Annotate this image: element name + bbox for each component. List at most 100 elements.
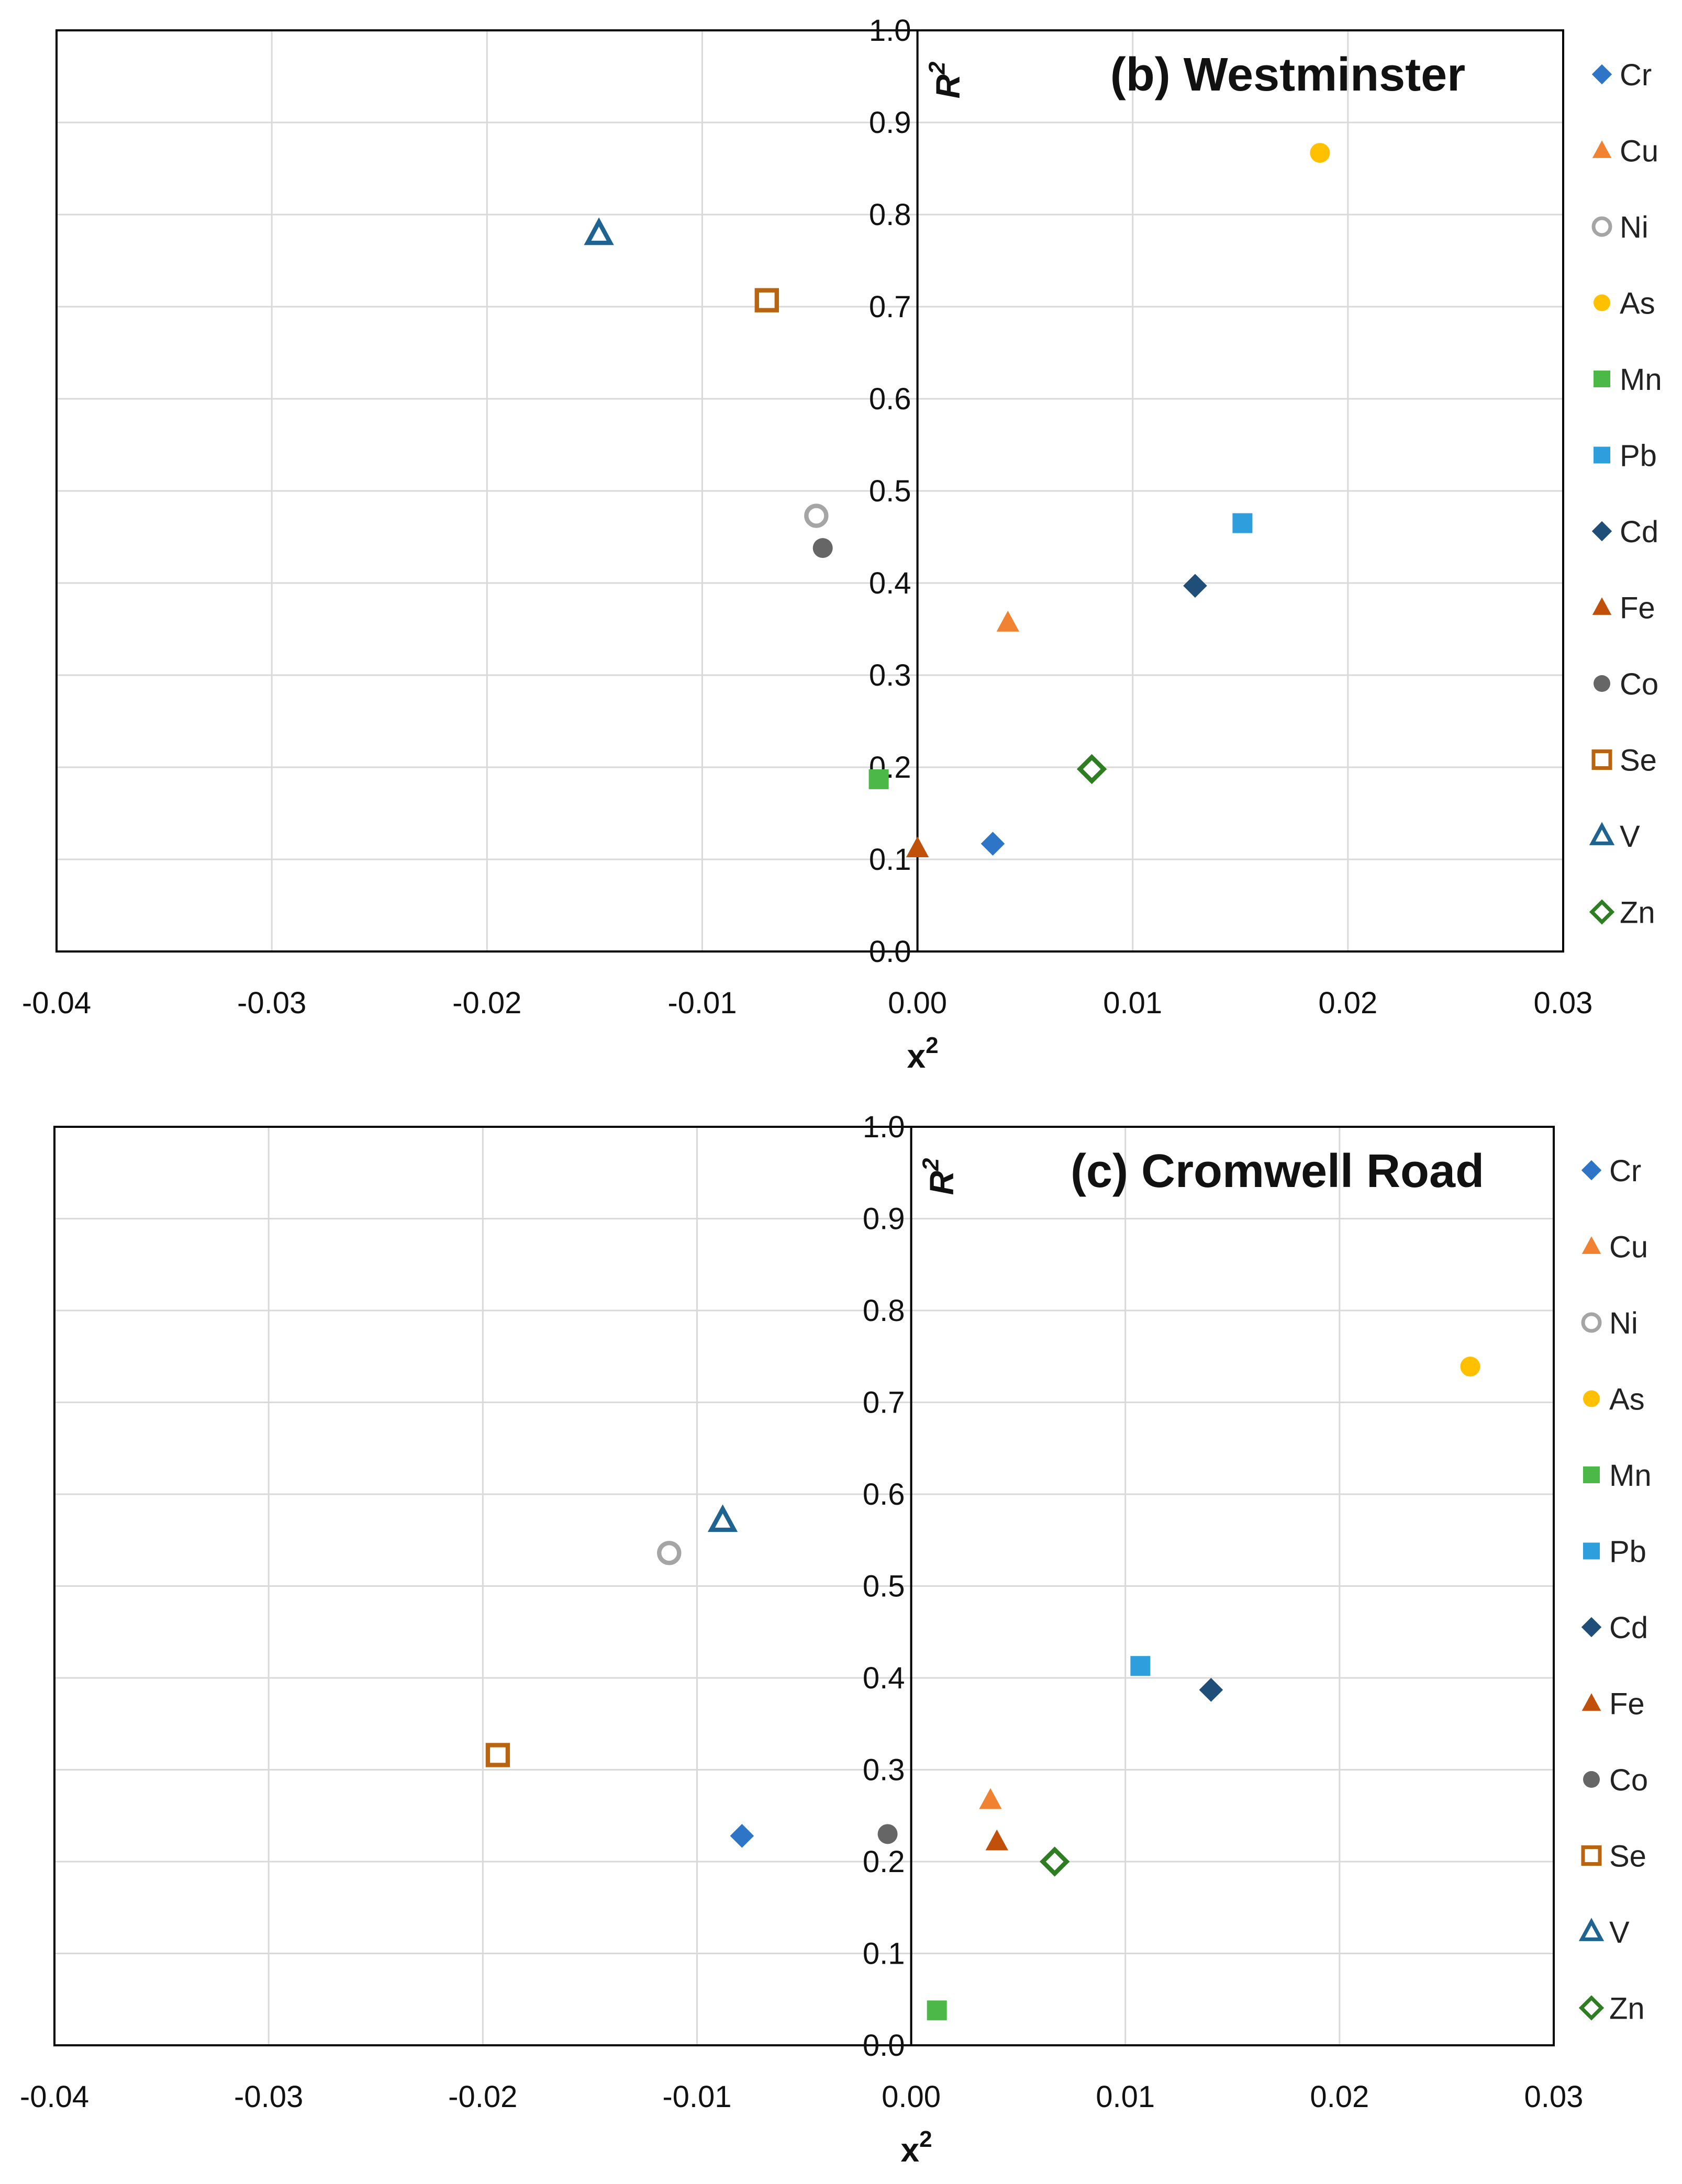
data-point-co [812, 538, 833, 558]
legend-label: As [1620, 287, 1655, 321]
y-tick-label: 1.0 [863, 1110, 905, 1144]
legend-marker-cr [1581, 1160, 1602, 1181]
y-tick-label: 0.5 [869, 474, 911, 508]
data-point-cr [730, 1824, 754, 1848]
legend-marker-co [1594, 675, 1610, 692]
x-tick-label: 0.00 [888, 986, 947, 1020]
y-tick-label: 0.0 [863, 2029, 905, 2063]
legend-label: Fe [1609, 1687, 1645, 1721]
data-point-co [877, 1824, 898, 1844]
data-point-pb [1130, 1656, 1151, 1676]
legend-marker-zn [1578, 1995, 1605, 2021]
gridlines [55, 29, 1564, 953]
x-tick-label: -0.04 [20, 2080, 89, 2114]
legend-label: Ni [1609, 1306, 1638, 1340]
legend-marker-pb [1583, 1542, 1600, 1560]
legend-label: As [1609, 1383, 1645, 1417]
data-point-cr [981, 832, 1005, 856]
legend-marker-cd [1591, 521, 1612, 542]
data-point-as [1460, 1357, 1480, 1377]
y-axis-label: R2 [924, 61, 967, 98]
x-tick-label: -0.02 [448, 2080, 517, 2114]
legend-marker-pb [1594, 446, 1610, 464]
y-tick-label: 0.4 [869, 566, 911, 600]
y-tick-label: 0.6 [869, 382, 911, 416]
y-tick-label: 0.9 [863, 1202, 905, 1236]
legend-label: Cd [1609, 1611, 1648, 1645]
legend-marker-v [1578, 1918, 1605, 1941]
legend-marker-as [1594, 294, 1610, 311]
data-point-zn [1039, 1846, 1070, 1877]
legend-label: Cu [1620, 135, 1658, 169]
data-point-cd [1199, 1678, 1223, 1702]
y-tick-label: 0.3 [869, 658, 911, 692]
plot-area-border [55, 29, 1564, 953]
legend-label: Co [1620, 667, 1658, 701]
plot-area-border [53, 1126, 1555, 2046]
legend-marker-cu [1581, 1236, 1601, 1254]
data-point-se [485, 1743, 510, 1767]
chart-title: (c) Cromwell Road [1071, 1145, 1484, 1197]
legend-marker-fe [1581, 1693, 1601, 1711]
x-axis-label: x2 [907, 1033, 939, 1075]
data-points [485, 1357, 1480, 2021]
legend-label: Mn [1620, 363, 1662, 397]
y-tick-label: 0.8 [869, 198, 911, 232]
x-tick-label: 0.02 [1318, 986, 1377, 1020]
x-tick-label: 0.01 [1096, 2080, 1155, 2114]
scatter-chart-cromwell-road: -0.04 -0.03 -0.02 -0.01 0.00 0.01 0.02 0.03 0.0 0… [20, 1110, 1652, 2169]
chart-title: (b) Westminster [1110, 49, 1465, 101]
x-tick-label: -0.01 [662, 2080, 731, 2114]
y-tick-label: 0.6 [863, 1477, 905, 1511]
x-tick-label: -0.01 [667, 986, 737, 1020]
y-tick-label: 0.7 [863, 1386, 905, 1420]
gridlines [53, 1126, 1555, 2046]
x-tick-label: -0.04 [22, 986, 91, 1020]
legend-label: Cd [1620, 515, 1658, 549]
legend-marker-fe [1592, 597, 1612, 615]
legend-marker-mn [1583, 1466, 1600, 1483]
legend: Cr Cu Ni As Mn Pb Cd Fe Co Se V Zn [1578, 1154, 1652, 2026]
chart-panel-westminster: -0.04 -0.03 -0.02 -0.01 0.00 0.01 0.02 0.03 0.0 0… [0, 0, 1682, 1089]
data-point-ni [804, 503, 829, 528]
legend-marker-cu [1592, 140, 1612, 158]
x-tick-label: 0.02 [1310, 2080, 1369, 2114]
data-point-cu [996, 610, 1019, 632]
legend-label: Cr [1609, 1154, 1641, 1188]
data-point-mn [868, 769, 889, 789]
data-point-fe [906, 836, 929, 857]
data-point-fe [985, 1829, 1008, 1851]
y-tick-label: 0.3 [863, 1753, 905, 1787]
y-tick-label: 0.2 [863, 1845, 905, 1879]
data-points [584, 143, 1330, 857]
legend-marker-zn [1589, 899, 1615, 925]
x-tick-label: 0.00 [882, 2080, 941, 2114]
legend-marker-ni [1581, 1312, 1602, 1333]
legend-label: Se [1620, 744, 1657, 778]
data-point-ni [657, 1541, 682, 1565]
y-tick-label: 0.0 [869, 935, 911, 969]
y-tick-label: 0.5 [863, 1570, 905, 1604]
legend-marker-cr [1591, 64, 1612, 85]
legend-label: Mn [1609, 1459, 1652, 1493]
legend-marker-ni [1591, 216, 1612, 237]
x-tick-label: 0.03 [1524, 2080, 1584, 2114]
y-tick-label: 0.8 [863, 1294, 905, 1328]
legend-marker-co [1583, 1771, 1600, 1788]
legend-marker-mn [1594, 371, 1610, 387]
data-point-cu [979, 1788, 1002, 1809]
data-point-zn [1076, 754, 1107, 785]
y-tick-label: 0.4 [863, 1661, 905, 1695]
data-point-pb [1232, 513, 1253, 533]
data-point-mn [927, 2000, 947, 2021]
x-tick-label: 0.01 [1103, 986, 1162, 1020]
legend-label: Co [1609, 1763, 1648, 1797]
x-axis-label: x2 [901, 2126, 932, 2169]
legend-label: Cr [1620, 58, 1652, 92]
scatter-chart-westminster: -0.04 -0.03 -0.02 -0.01 0.00 0.01 0.02 0.03 0.0 0… [22, 14, 1662, 1075]
legend-label: Cu [1609, 1230, 1648, 1264]
legend-label: Fe [1620, 591, 1655, 625]
x-tick-label: -0.03 [237, 986, 306, 1020]
legend-label: V [1620, 820, 1640, 854]
legend-marker-se [1581, 1845, 1602, 1866]
